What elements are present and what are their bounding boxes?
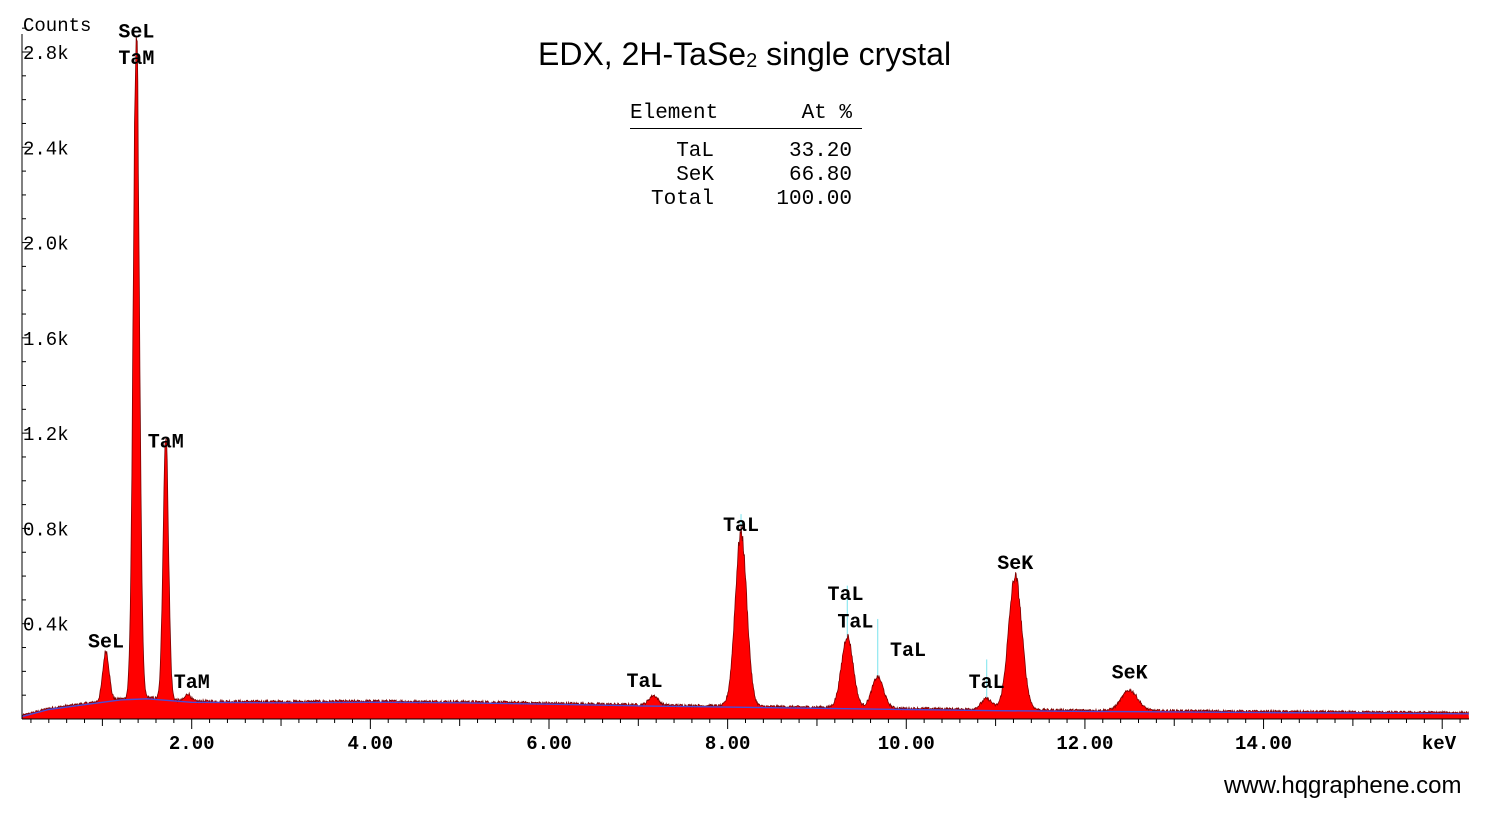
element-cell: TaL [676,140,714,163]
peak-marker-lines [135,44,1016,719]
peak-label: SeK [997,553,1033,576]
x-tick-label: 2.00 [169,733,215,755]
column-header-atomic-percent: At % [801,102,852,125]
peak-label: TaL [837,611,873,634]
y-tick-label: 0.8k [23,519,69,541]
value-cell: 66.80 [788,164,852,187]
website-url: www.hqgraphene.com [1224,772,1462,799]
spectrum-area [21,36,1470,719]
peak-label: TaM [118,48,154,71]
peak-label: SeL [88,632,124,655]
element-cell: Total [650,188,714,211]
y-tick-label: 1.6k [23,329,69,351]
composition-table: Element At % TaL 33.20 SeK 66.80 Total 1… [630,102,862,212]
y-tick-label: 2.8k [23,43,69,65]
element-cell: SeK [676,164,714,187]
peak-label: SeK [1112,663,1148,686]
chart-title: EDX, 2H-TaSe2 single crystal [538,36,952,72]
background-line [21,698,1470,718]
peak-label: TaM [174,672,210,695]
x-tick-label: 8.00 [705,733,751,755]
table-row: TaL 33.20 [630,140,862,164]
value-cell: 33.20 [788,140,852,163]
value-cell: 100.00 [776,188,852,211]
peak-label: TaL [969,672,1005,695]
y-tick-label: 2.0k [23,234,69,256]
y-axis-label: Counts [23,15,91,37]
peak-label: TaL [890,640,926,663]
y-tick-label: 0.4k [23,615,69,637]
peak-label: TaL [723,515,759,538]
x-tick-label: 12.00 [1056,733,1113,755]
x-tick-label: 10.00 [878,733,935,755]
x-axis-label: keV [1422,733,1457,755]
column-header-element: Element [630,102,719,125]
y-tick-label: 2.4k [23,138,69,160]
chart-axes: Counts 0.4k 0.8k 1.2k 1.6k 2.0k 2.4k 2.8k 2.00 4.… [21,15,1469,755]
x-tick-label: 14.00 [1235,733,1292,755]
peak-label: SeL [118,22,154,45]
table-row: Total 100.00 [630,188,862,212]
peak-label: TaL [828,584,864,607]
composition-table-header: Element At % [630,102,862,129]
peak-label: TaM [148,431,184,454]
x-tick-label: 4.00 [348,733,394,755]
y-tick-label: 1.2k [23,424,69,446]
x-tick-label: 6.00 [526,733,572,755]
table-row: SeK 66.80 [630,164,862,188]
peak-label: TaL [627,671,663,694]
spectrum-fill [22,36,1469,719]
